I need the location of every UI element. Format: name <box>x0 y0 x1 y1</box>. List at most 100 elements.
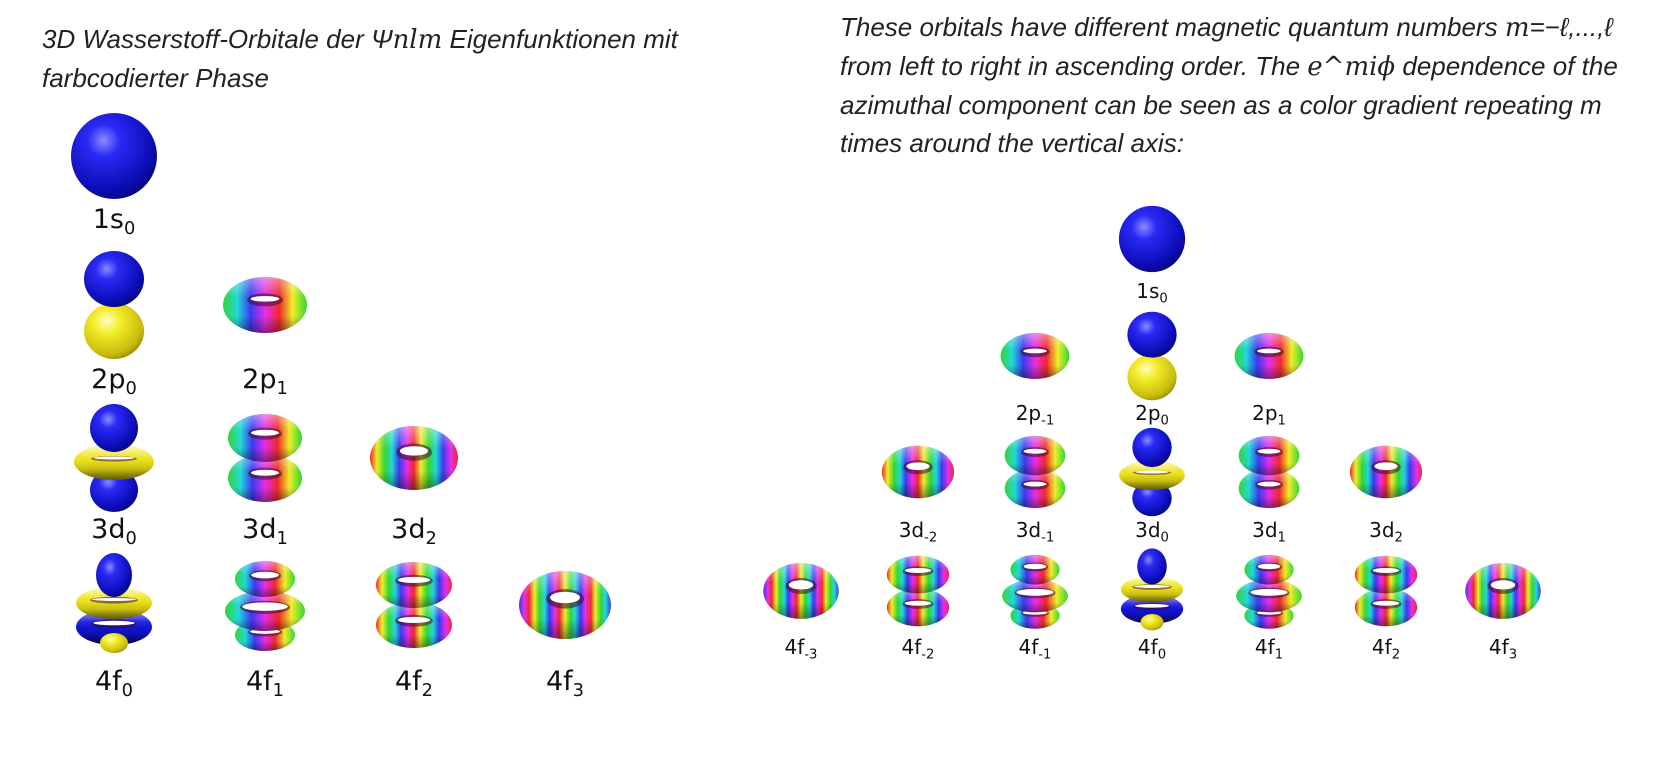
torus-phase <box>1000 333 1070 379</box>
orbital-label-base: 2p <box>1016 401 1041 425</box>
orbital-label-base: 4f <box>785 635 806 659</box>
left-label-4f3: 4f3 <box>546 666 584 701</box>
torus-phase-top <box>228 414 302 462</box>
orbital-label-base: 3d <box>91 514 125 545</box>
orbital-label-sub: 0 <box>122 680 133 701</box>
orbital-label-base: 1s <box>1136 279 1159 303</box>
torus-phase-top <box>235 561 295 597</box>
lobe-blue-top <box>1137 548 1167 585</box>
right-label-4f2: 4f2 <box>1372 635 1400 662</box>
orbital-label-sub: 2 <box>422 680 433 701</box>
orbital-label-sub: -3 <box>804 647 817 662</box>
orbital-label-base: 4f <box>546 666 574 697</box>
right-label-4f-1: 4f-1 <box>1019 635 1052 662</box>
torus-yellow <box>76 587 152 619</box>
right-label-3d1: 3d1 <box>1252 518 1286 545</box>
right-label-4f3: 4f3 <box>1489 635 1517 662</box>
orbital-2p-1-shape <box>1234 333 1304 379</box>
left-label-3d1: 3d1 <box>242 514 288 549</box>
torus-phase <box>1234 333 1304 379</box>
orbital-label-base: 2p <box>1135 401 1160 425</box>
torus-phase-top <box>1244 554 1294 585</box>
orbital-3d-2-shape <box>370 426 458 490</box>
left-label-4f2: 4f2 <box>395 666 433 701</box>
torus-yellow <box>1120 576 1184 603</box>
orbital-label-base: 2p <box>91 364 125 395</box>
torus-phase-middle <box>225 591 305 631</box>
lobe-blue-top <box>96 553 132 597</box>
orbital-label-base: 3d <box>1252 518 1277 542</box>
orbital-label-base: 3d <box>391 514 425 545</box>
orbital-label-base: 4f <box>246 666 274 697</box>
orbital-label-sub: 0 <box>1158 647 1166 662</box>
orbital-label-sub: 2 <box>425 528 436 549</box>
lobe-blue-top <box>1132 427 1172 468</box>
lobe-blue <box>1118 205 1186 273</box>
right-label-4f1: 4f1 <box>1255 635 1283 662</box>
orbital-label-sub: 3 <box>573 680 584 701</box>
torus-blue <box>76 609 152 645</box>
orbital-label-base: 4f <box>395 666 423 697</box>
left-label-2p0: 2p0 <box>91 364 137 399</box>
left-label-4f1: 4f1 <box>246 666 284 701</box>
orbital-label-sub: 1 <box>276 528 287 549</box>
orbital-label-base: 1s <box>93 204 124 235</box>
orbital-2p-1-shape <box>223 277 307 333</box>
orbital-label-base: 3d <box>899 518 924 542</box>
torus-phase-bottom <box>376 602 452 648</box>
orbital-4f-0-shape <box>1120 548 1184 631</box>
torus-phase-top <box>1238 435 1300 476</box>
right-label-4f-2: 4f-2 <box>902 635 935 662</box>
torus-phase <box>519 571 611 639</box>
right-label-3d-1: 3d-1 <box>1016 518 1055 545</box>
left-caption: 3D Wasserstoff-Orbitale der Ψnlm Eigenfu… <box>42 20 732 97</box>
torus-phase-top <box>376 562 452 608</box>
orbital-4f--3-shape <box>763 563 839 619</box>
orbital-label-sub: -2 <box>924 530 937 545</box>
left-caption-math: nlm <box>392 25 443 55</box>
left-label-3d0: 3d0 <box>91 514 137 549</box>
torus-phase-top <box>886 555 950 594</box>
left-label-2p1: 2p1 <box>242 364 288 399</box>
orbital-2p-0-shape <box>1127 311 1177 401</box>
torus-phase-top <box>1354 555 1418 594</box>
torus-phase <box>881 445 955 499</box>
orbital-3d-0-shape <box>74 404 154 512</box>
orbital-label-sub: 0 <box>125 378 136 399</box>
orbital-label-base: 4f <box>902 635 923 659</box>
lobe-blue <box>1127 311 1177 358</box>
torus-phase-middle <box>1236 579 1302 613</box>
torus-yellow <box>74 444 154 480</box>
right-label-2p-1: 2p-1 <box>1016 401 1055 428</box>
orbital-4f-1-shape <box>225 561 305 651</box>
torus-phase <box>1349 445 1423 499</box>
orbital-4f--1-shape <box>1002 554 1068 629</box>
orbital-label-sub: 1 <box>1275 647 1283 662</box>
orbital-label-sub: -1 <box>1041 413 1054 428</box>
lobe-blue-top <box>90 404 138 452</box>
orbital-label-base: 3d <box>1135 518 1160 542</box>
right-label-4f0: 4f0 <box>1138 635 1166 662</box>
left-label-3d2: 3d2 <box>391 514 437 549</box>
orbital-label-sub: 3 <box>1509 647 1517 662</box>
orbital-1s-0-shape <box>1118 205 1186 273</box>
orbital-label-base: 2p <box>1252 401 1277 425</box>
orbital-label-base: 4f <box>95 666 123 697</box>
orbital-label-sub: -1 <box>1038 647 1051 662</box>
orbital-label-sub: 0 <box>1159 291 1167 306</box>
lobe-yellow-bottom <box>100 633 128 653</box>
orbital-label-base: 4f <box>1255 635 1276 659</box>
right-caption-text-2: =−ℓ,...,ℓ from left to right in ascendin… <box>840 12 1613 81</box>
torus-phase <box>763 563 839 619</box>
orbital-label-sub: -1 <box>1041 530 1054 545</box>
orbital-4f-2-shape <box>376 562 452 648</box>
torus-phase <box>1465 563 1541 619</box>
orbital-label-base: 4f <box>1372 635 1393 659</box>
orbital-2p--1-shape <box>1000 333 1070 379</box>
torus-blue <box>1120 594 1184 624</box>
orbital-label-sub: 0 <box>125 528 136 549</box>
orbital-3d--2-shape <box>881 445 955 499</box>
